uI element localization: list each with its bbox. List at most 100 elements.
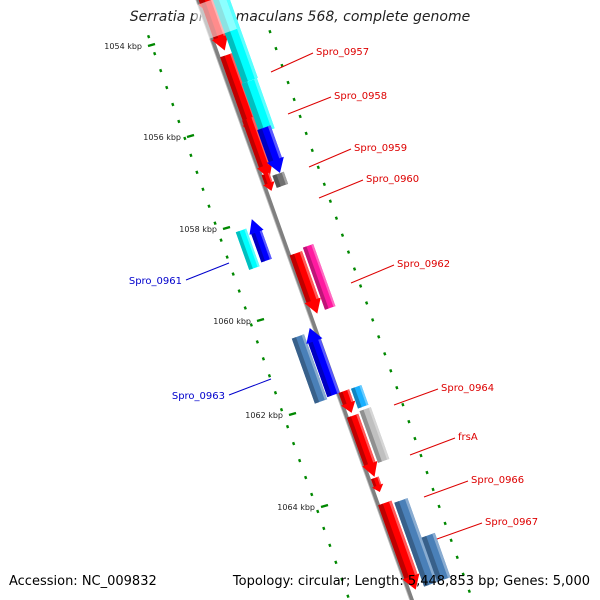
label-line-spro_0967 <box>436 522 483 540</box>
gene-label-spro_0964[interactable]: Spro_0964 <box>441 383 494 394</box>
scale-tick <box>431 487 435 492</box>
scale-tick <box>358 284 363 288</box>
scale-tick <box>213 221 217 226</box>
gene-blue-body <box>306 328 340 398</box>
scale-tick <box>310 148 314 153</box>
gene-blue-shade <box>251 232 265 263</box>
gene-label-frsa[interactable]: frsA <box>458 432 478 443</box>
scale-tick <box>389 368 393 373</box>
scale-label-1058: 1058 kbp <box>179 225 217 234</box>
scale-tick <box>189 153 193 158</box>
scale-tick <box>461 572 465 577</box>
gene-steelblue-shade <box>421 536 442 582</box>
gene-label-spro_0961[interactable]: Spro_0961 <box>129 276 182 287</box>
scale-label-1054: 1054 kbp <box>104 42 142 51</box>
scale-tick <box>195 170 199 175</box>
scale-tick <box>165 85 169 90</box>
scale-tick <box>328 543 332 548</box>
gene-label-spro_0957[interactable]: Spro_0957 <box>316 47 369 58</box>
gene-cyan-highlight <box>226 0 258 79</box>
gene-blue-highlight <box>318 339 340 394</box>
gene-blue-body <box>249 219 272 263</box>
gene-label-spro_0962[interactable]: Spro_0962 <box>397 259 450 270</box>
label-line-spro_0963 <box>228 378 272 396</box>
scale-tick <box>322 526 326 531</box>
scale-tick <box>279 407 284 412</box>
scale-tick <box>340 233 345 237</box>
scale-tick <box>225 255 229 259</box>
gene-blue-shade <box>257 128 274 163</box>
gene-cyan-shade <box>235 231 253 270</box>
scale-label-1062: 1062 kbp <box>245 411 283 420</box>
scale-tick <box>401 402 405 407</box>
gene-red-shade <box>338 391 347 405</box>
scale-tick <box>364 301 369 305</box>
scale-tick <box>437 504 441 509</box>
scale-tick <box>274 46 278 51</box>
label-connectors <box>185 52 483 540</box>
gene-blue-highlight <box>267 125 282 159</box>
scale-label-1064: 1064 kbp <box>277 503 315 512</box>
scale-tick <box>328 199 333 204</box>
gene-red-shade <box>371 478 377 487</box>
gene-label-spro_0967[interactable]: Spro_0967 <box>485 517 538 528</box>
scale-tick <box>292 97 296 102</box>
genome-summary: Topology: circular; Length: 5,448,853 bp… <box>232 574 590 589</box>
gene-label-spro_0960[interactable]: Spro_0960 <box>366 174 419 185</box>
gene-red-highlight <box>267 172 273 183</box>
scale-tick <box>183 136 187 141</box>
scale-tick <box>352 267 357 271</box>
gene-label-spro_0966[interactable]: Spro_0966 <box>471 475 524 486</box>
scale-tick <box>261 357 266 361</box>
scale-tick <box>316 509 320 514</box>
gene-red-highlight <box>356 413 376 463</box>
genes <box>191 0 451 590</box>
scale-tick <box>455 555 459 560</box>
scale-tick <box>273 390 278 395</box>
scale-ticks <box>146 29 471 599</box>
gene-pink-shade <box>302 246 329 310</box>
scale-labels: 1054 kbp 1056 kbp 1058 kbp 1060 kbp 1062 kbp… <box>104 42 329 512</box>
scale-tick <box>304 131 308 136</box>
scale-tick <box>243 306 247 310</box>
gene-red-shade <box>289 254 311 303</box>
gene-sky-highlight <box>359 385 369 406</box>
gene-red-shade <box>347 416 369 466</box>
scale-label-1060: 1060 kbp <box>213 317 251 326</box>
scale-tick <box>201 187 205 192</box>
gene-steelblue-highlight <box>301 334 328 401</box>
gene-label-spro_0963[interactable]: Spro_0963 <box>172 391 225 402</box>
scale-tick <box>413 436 417 441</box>
gene-red-shade <box>242 119 263 168</box>
label-line-frsa <box>409 437 456 456</box>
gene-red-highlight <box>388 500 418 575</box>
gene-labels: Spro_0957 Spro_0958 Spro_0959 Spro_0960 Spro… <box>129 47 538 528</box>
scale-tick <box>231 272 235 276</box>
label-line-spro_0961 <box>185 262 230 281</box>
accession-label: Accession: NC_009832 <box>9 574 157 589</box>
axis-highlight <box>195 0 411 600</box>
gene-steelblue-highlight <box>404 498 438 583</box>
gene-steelblue-shade <box>291 337 320 404</box>
scale-major-tick <box>222 225 231 231</box>
scale-tick <box>298 458 302 463</box>
gene-darkgray-shade <box>272 174 281 188</box>
scale-tick <box>395 385 399 390</box>
gene-blue-highlight <box>259 230 272 260</box>
gene-cyan-shade <box>241 81 265 134</box>
scale-tick <box>237 289 241 293</box>
scale-tick <box>291 441 296 446</box>
gene-cyan-highlight <box>254 78 275 130</box>
gene-steelblue-highlight <box>432 532 451 579</box>
scale-tick <box>219 238 223 242</box>
scale-tick <box>177 119 181 124</box>
scale-major-tick <box>320 503 329 509</box>
gene-label-spro_0959[interactable]: Spro_0959 <box>354 143 407 154</box>
scale-tick <box>153 51 157 56</box>
gene-pink-highlight <box>311 244 336 307</box>
scale-major-tick <box>288 411 297 417</box>
gene-red-shade <box>378 503 409 579</box>
gene-red-highlight <box>299 251 319 300</box>
gene-label-spro_0958[interactable]: Spro_0958 <box>334 91 387 102</box>
scale-tick <box>383 352 387 356</box>
